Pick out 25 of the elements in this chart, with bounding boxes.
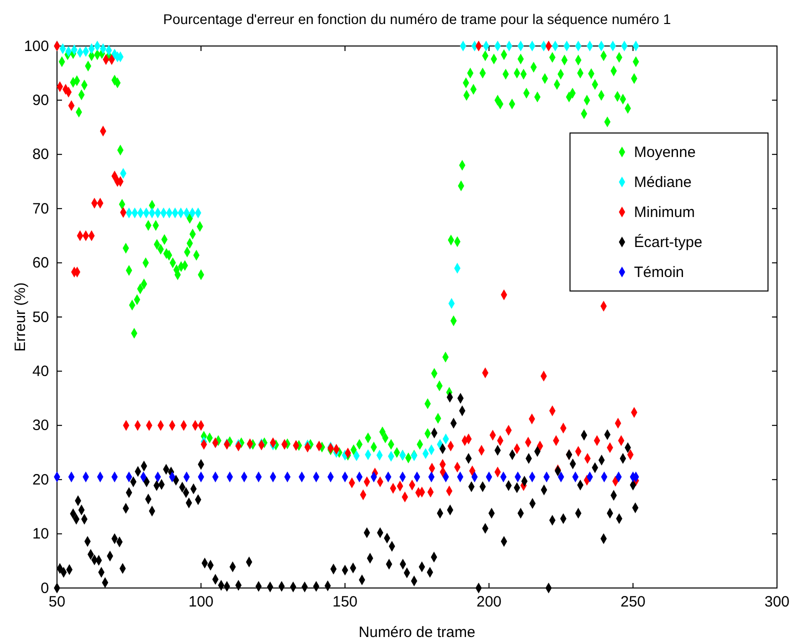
x-tick-label: 200	[476, 594, 502, 611]
legend-label: Témoin	[634, 264, 684, 281]
x-tick-label: 50	[48, 594, 66, 611]
legend-label: Médiane	[634, 174, 692, 191]
y-tick-label: 70	[32, 200, 49, 218]
x-tick-label: 100	[188, 594, 214, 611]
y-tick-label: 90	[32, 92, 49, 109]
x-tick-label: 150	[332, 594, 358, 611]
y-axis-title: Erreur (%)	[12, 282, 29, 352]
y-tick-label: 50	[32, 308, 49, 326]
y-tick-label: 20	[32, 471, 49, 488]
x-tick-label: 300	[764, 594, 790, 611]
y-tick-label: 40	[32, 363, 49, 380]
x-tick-label: 250	[620, 594, 646, 611]
legend-label: Écart-type	[634, 233, 702, 251]
y-tick-label: 100	[24, 38, 49, 55]
y-tick-label: 30	[32, 417, 49, 434]
y-tick-label: 10	[32, 526, 49, 543]
legend-label: Minimum	[634, 204, 695, 221]
chart-title: Pourcentage d'erreur en fonction du numéro de trame pour la séquence numéro 1	[163, 11, 672, 27]
y-tick-label: 60	[32, 254, 49, 272]
y-tick-label: 0	[40, 580, 49, 597]
y-tick-label: 80	[32, 146, 49, 164]
legend-label: Moyenne	[634, 144, 696, 161]
x-axis-title: Numéro de trame	[358, 624, 476, 641]
